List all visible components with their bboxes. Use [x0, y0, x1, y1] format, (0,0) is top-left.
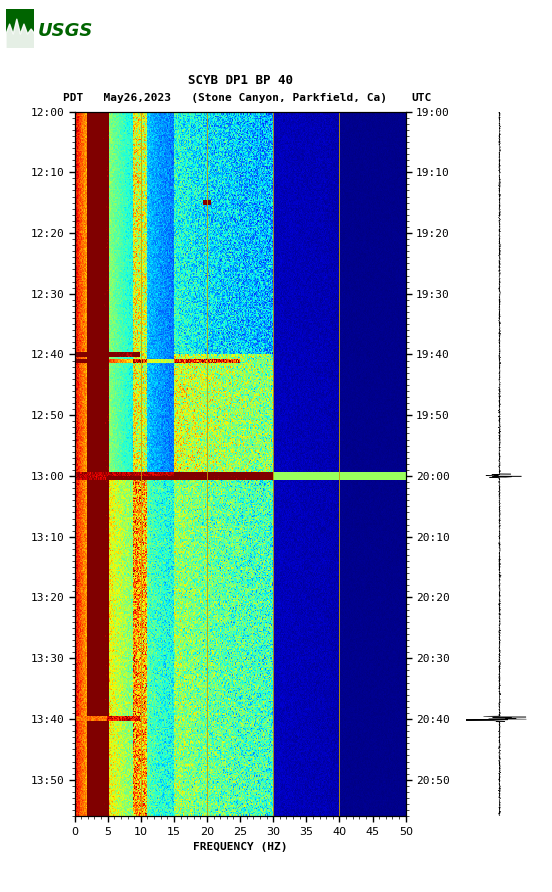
X-axis label: FREQUENCY (HZ): FREQUENCY (HZ)	[193, 842, 288, 852]
Text: SCYB DP1 BP 40: SCYB DP1 BP 40	[188, 73, 293, 87]
Text: PDT   May26,2023   (Stone Canyon, Parkfield, Ca): PDT May26,2023 (Stone Canyon, Parkfield,…	[63, 93, 388, 103]
Text: UTC: UTC	[411, 93, 432, 103]
Text: USGS: USGS	[38, 22, 93, 40]
Bar	[6, 9, 34, 48]
